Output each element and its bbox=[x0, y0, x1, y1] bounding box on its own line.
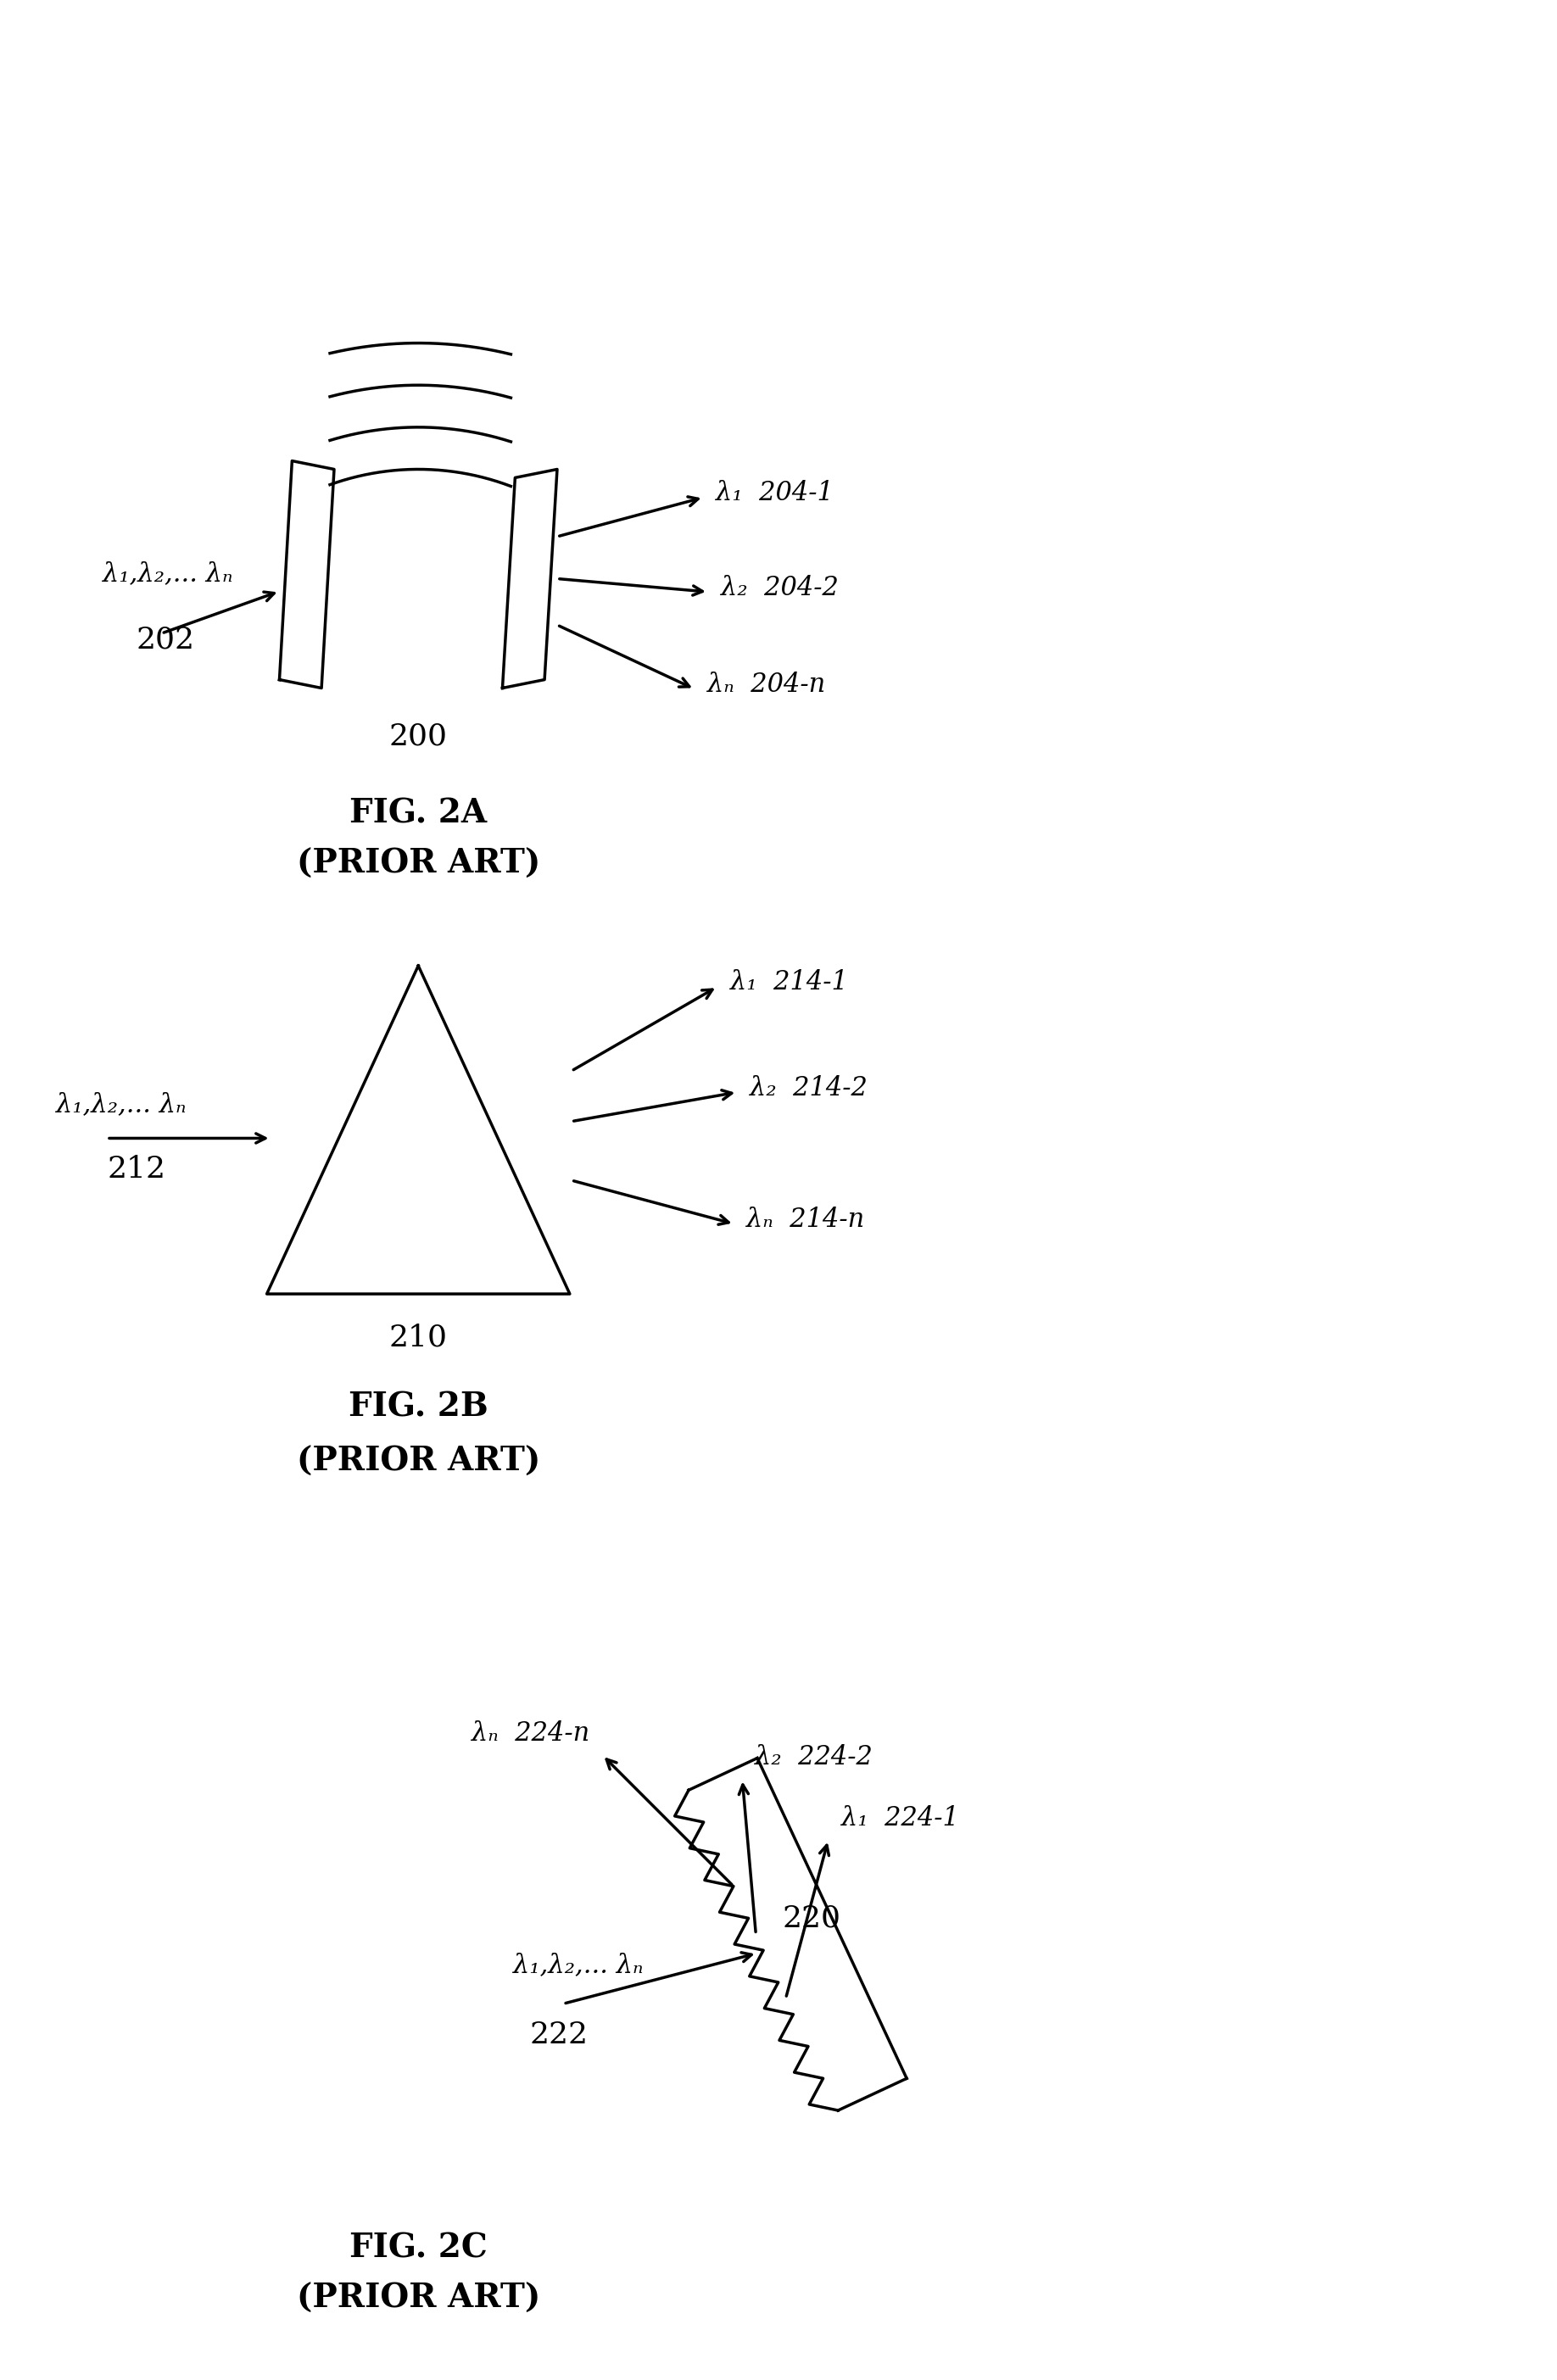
Text: λ₁  224-1: λ₁ 224-1 bbox=[841, 1804, 959, 1830]
Text: 210: 210 bbox=[389, 1323, 447, 1352]
Text: λₙ  204-n: λₙ 204-n bbox=[707, 671, 825, 697]
Text: (PRIOR ART): (PRIOR ART) bbox=[296, 847, 540, 881]
Text: 220: 220 bbox=[783, 1904, 841, 1933]
Text: λ₁,λ₂,... λₙ: λ₁,λ₂,... λₙ bbox=[103, 562, 234, 588]
Text: λₙ  214-n: λₙ 214-n bbox=[747, 1207, 864, 1233]
Text: λₙ  224-n: λₙ 224-n bbox=[472, 1721, 590, 1747]
Text: FIG. 2C: FIG. 2C bbox=[349, 2232, 487, 2263]
Text: (PRIOR ART): (PRIOR ART) bbox=[296, 2282, 540, 2316]
Text: 200: 200 bbox=[389, 721, 447, 750]
Text: λ₁,λ₂,... λₙ: λ₁,λ₂,... λₙ bbox=[512, 1952, 643, 1978]
Text: λ₁  214-1: λ₁ 214-1 bbox=[730, 969, 847, 995]
Text: FIG. 2B: FIG. 2B bbox=[349, 1390, 489, 1423]
Text: λ₁,λ₂,... λₙ: λ₁,λ₂,... λₙ bbox=[56, 1090, 187, 1116]
Text: 212: 212 bbox=[107, 1154, 165, 1183]
Text: 202: 202 bbox=[137, 626, 195, 655]
Text: λ₂  204-2: λ₂ 204-2 bbox=[721, 574, 839, 600]
Text: FIG. 2A: FIG. 2A bbox=[349, 797, 487, 831]
Text: (PRIOR ART): (PRIOR ART) bbox=[296, 1445, 540, 1478]
Text: λ₁  204-1: λ₁ 204-1 bbox=[716, 481, 835, 507]
Text: λ₂  224-2: λ₂ 224-2 bbox=[755, 1745, 873, 1771]
Text: λ₂  214-2: λ₂ 214-2 bbox=[750, 1076, 867, 1102]
Text: 222: 222 bbox=[529, 2021, 589, 2049]
